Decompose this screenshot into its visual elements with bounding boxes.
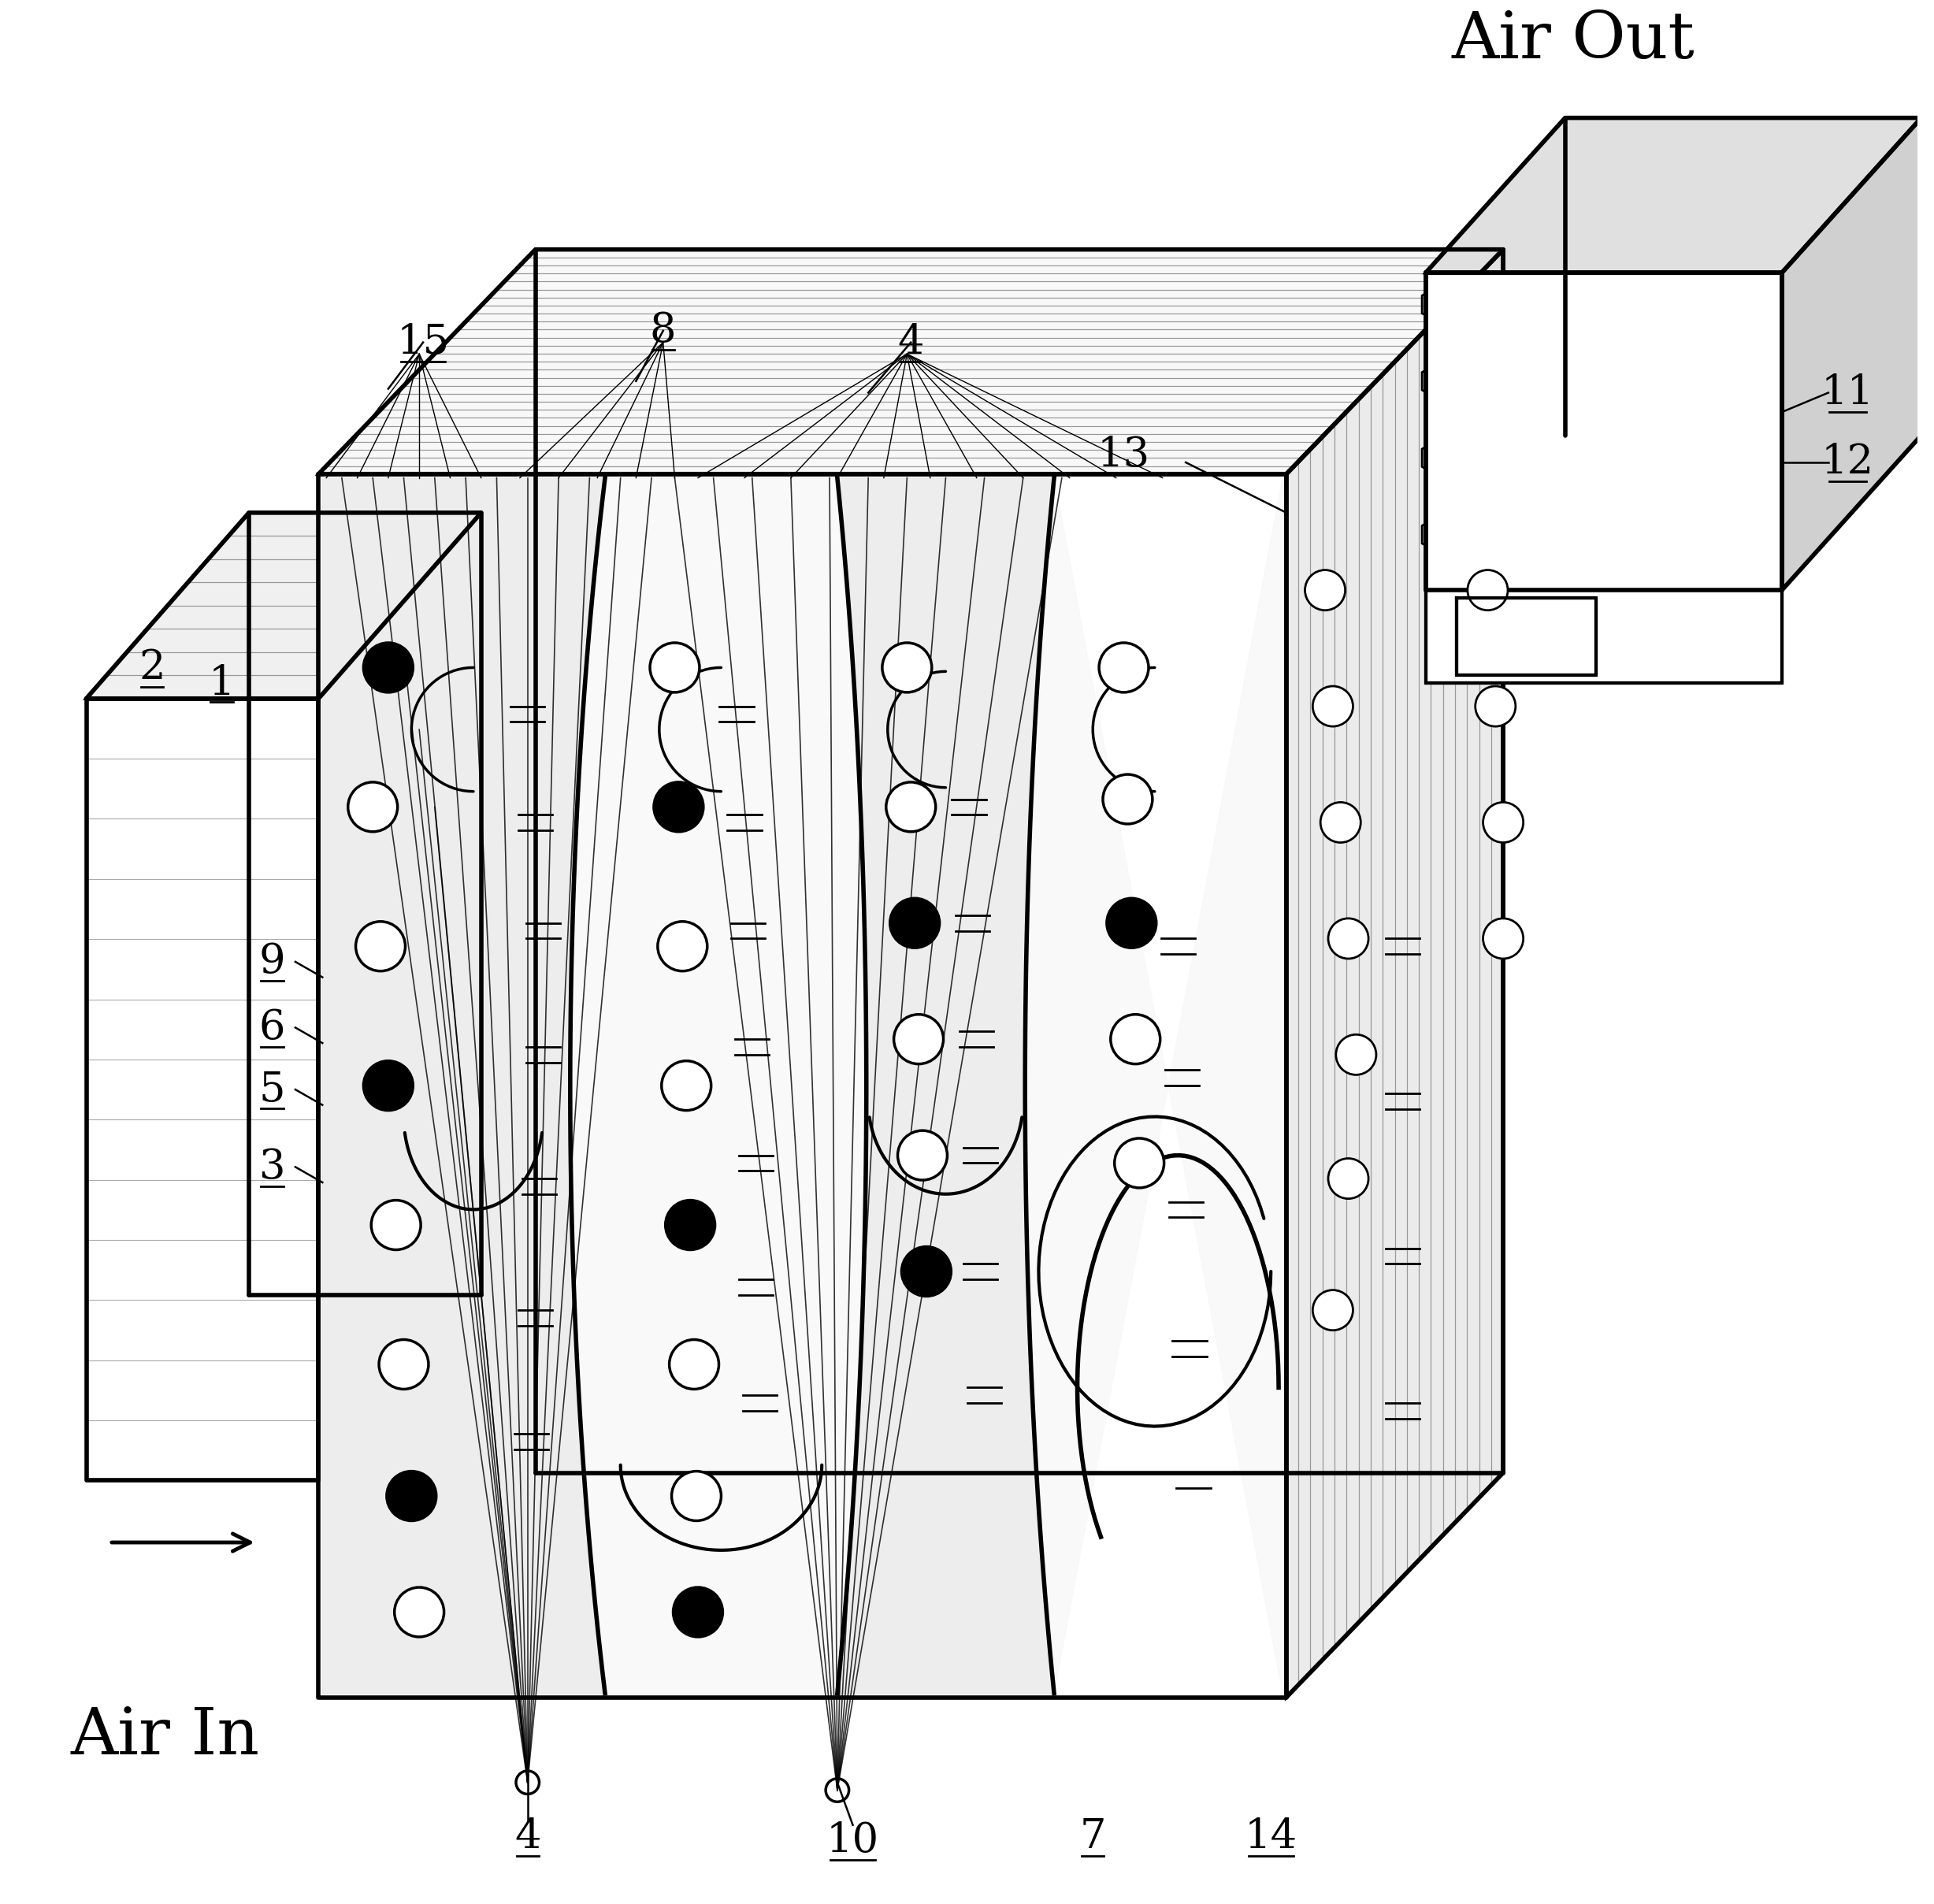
Text: 14: 14 [1244, 1816, 1298, 1856]
Polygon shape [1286, 249, 1503, 1696]
Polygon shape [1025, 478, 1282, 1693]
Circle shape [671, 1472, 721, 1521]
Circle shape [1329, 918, 1369, 960]
Polygon shape [1781, 118, 1920, 590]
Circle shape [901, 1247, 952, 1297]
Circle shape [1476, 685, 1516, 727]
Text: Air In: Air In [72, 1704, 259, 1767]
Circle shape [356, 922, 406, 971]
Polygon shape [87, 699, 319, 1481]
Circle shape [379, 1340, 429, 1390]
Text: 15: 15 [396, 322, 449, 362]
Circle shape [1483, 918, 1524, 960]
Circle shape [395, 1588, 445, 1637]
Text: Air Out: Air Out [1450, 8, 1694, 72]
Circle shape [1110, 1015, 1160, 1064]
Circle shape [673, 1588, 723, 1637]
Circle shape [669, 1340, 719, 1390]
Circle shape [1336, 1034, 1377, 1074]
Text: 5: 5 [259, 1070, 286, 1110]
Circle shape [387, 1472, 437, 1521]
Text: 9: 9 [259, 942, 286, 982]
Polygon shape [323, 478, 605, 1693]
Text: 7: 7 [1079, 1816, 1106, 1856]
Circle shape [1102, 775, 1153, 824]
Text: 8: 8 [650, 310, 677, 350]
Polygon shape [319, 474, 1286, 1696]
Circle shape [348, 783, 398, 832]
Circle shape [1329, 1158, 1369, 1200]
Text: 13: 13 [1097, 434, 1151, 474]
Circle shape [1313, 1291, 1354, 1331]
Text: 2: 2 [139, 647, 164, 687]
Circle shape [654, 783, 704, 832]
Circle shape [364, 1061, 414, 1110]
Circle shape [661, 1061, 712, 1110]
Text: 11: 11 [1822, 373, 1874, 413]
Circle shape [1468, 569, 1509, 611]
Circle shape [897, 1131, 948, 1180]
Polygon shape [1425, 272, 1781, 684]
Circle shape [894, 1015, 944, 1064]
Circle shape [1313, 685, 1354, 727]
Text: 1: 1 [209, 663, 236, 703]
Circle shape [650, 644, 700, 693]
Circle shape [364, 644, 414, 693]
Polygon shape [1425, 118, 1920, 272]
Text: 4: 4 [897, 322, 924, 362]
Circle shape [1305, 569, 1346, 611]
Circle shape [1483, 802, 1524, 843]
Text: 6: 6 [259, 1007, 286, 1047]
Circle shape [1321, 802, 1362, 843]
Polygon shape [87, 512, 482, 699]
Text: 4: 4 [514, 1816, 542, 1856]
Circle shape [1114, 1139, 1164, 1188]
Polygon shape [837, 478, 1054, 1693]
Circle shape [890, 899, 940, 948]
Polygon shape [1425, 272, 1781, 590]
Circle shape [886, 783, 936, 832]
Polygon shape [319, 249, 1503, 474]
Circle shape [882, 644, 932, 693]
Circle shape [1106, 899, 1157, 948]
Polygon shape [571, 478, 866, 1693]
Text: 10: 10 [826, 1820, 880, 1860]
Polygon shape [1456, 598, 1596, 676]
Circle shape [658, 922, 708, 971]
Circle shape [1099, 644, 1149, 693]
Text: 12: 12 [1822, 442, 1874, 482]
Circle shape [665, 1200, 716, 1249]
Text: 3: 3 [259, 1146, 286, 1186]
Circle shape [371, 1200, 422, 1249]
